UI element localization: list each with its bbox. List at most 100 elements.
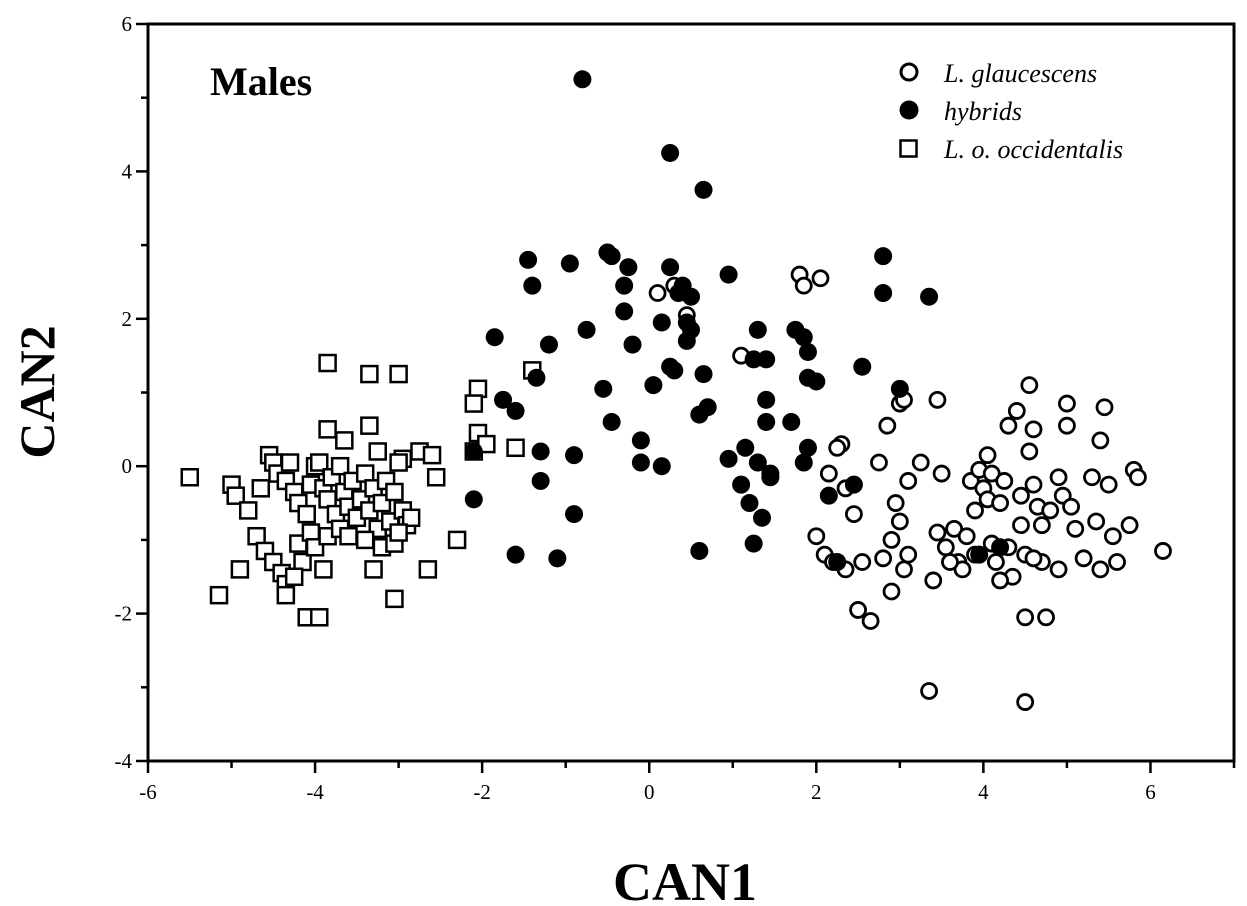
point-glaucescens [874,549,893,568]
point-occidentalis [318,420,337,439]
point-glaucescens [1066,519,1085,538]
point-occidentalis [230,560,250,579]
point-hybrid [844,475,863,494]
point-hybrid [740,494,759,513]
point-hybrid [970,545,989,564]
x-axis-title: CAN1 [613,852,757,906]
point-hybrid [794,453,813,472]
point-glaucescens [828,438,847,457]
point-hybrid [602,412,621,431]
point-glaucescens [807,527,826,546]
point-glaucescens [953,560,972,579]
point-glaucescens [978,446,997,465]
legend-label-hybrids: hybrids [944,97,1022,126]
point-occidentalis [385,589,404,609]
x-tick-label: 0 [644,780,655,804]
point-hybrid [744,350,763,369]
point-hybrid [615,276,634,295]
point-glaucescens [1041,501,1060,520]
point-hybrid [631,431,650,450]
y-tick-label: -4 [115,749,133,773]
point-hybrid [602,247,621,266]
point-occidentalis [314,560,333,579]
point-hybrid [661,143,680,162]
y-axis-title: CAN2 [9,325,65,458]
point-glaucescens [924,571,943,590]
legend-filled-circle-icon [899,100,919,120]
point-glaucescens [882,531,901,549]
point-hybrid [744,534,763,553]
x-tick-label: -4 [306,780,324,804]
x-tick-label: 6 [1145,780,1156,804]
point-hybrid [794,328,813,347]
point-glaucescens [957,527,976,546]
point-occidentalis [284,567,304,586]
point-hybrid [748,320,767,339]
point-glaucescens [1099,475,1118,494]
point-glaucescens [1016,608,1035,627]
point-hybrid [539,335,558,354]
point-glaucescens [882,582,901,601]
point-glaucescens [966,501,984,520]
data-points [180,70,1172,711]
point-occidentalis [385,482,404,502]
point-glaucescens [1049,468,1068,487]
point-hybrid [531,471,550,490]
point-glaucescens [1083,468,1101,487]
x-tick-label: 4 [978,780,989,804]
point-occidentalis [330,456,350,476]
point-glaucescens [1095,398,1114,417]
point-hybrid [615,302,634,321]
point-hybrid [485,328,504,347]
point-hybrid [594,379,613,398]
point-glaucescens [1091,560,1110,579]
point-occidentalis [297,504,316,524]
point-glaucescens [853,553,872,571]
point-glaucescens [932,464,951,483]
point-hybrid [619,258,638,277]
point-hybrid [732,475,751,494]
point-glaucescens [890,512,909,531]
point-glaucescens [941,553,959,571]
point-occidentalis [426,468,446,487]
point-hybrid [560,254,579,273]
point-glaucescens [1074,549,1093,568]
point-glaucescens [811,269,830,288]
point-occidentalis [310,608,329,627]
point-glaucescens [928,523,947,542]
point-hybrid [652,457,671,476]
point-hybrid [527,368,546,387]
point-hybrid [506,401,525,420]
point-glaucescens [1020,376,1039,395]
point-glaucescens [1037,608,1055,627]
point-glaucescens [1024,549,1043,568]
point-glaucescens [936,538,955,557]
point-glaucescens [1108,553,1126,571]
legend-label-glaucescens: L. glaucescens [943,59,1097,88]
point-glaucescens [648,284,667,302]
point-hybrid [719,449,738,468]
point-glaucescens [1016,693,1035,711]
point-occidentalis [506,438,525,458]
point-hybrid [753,508,772,527]
point-hybrid [661,258,680,277]
point-hybrid [644,376,663,395]
point-hybrid [573,70,592,89]
point-hybrid [665,361,684,380]
chart-title: Males [210,59,312,104]
point-hybrid [464,442,483,461]
point-hybrid [682,287,700,306]
point-glaucescens [1120,516,1139,535]
point-hybrid [890,379,909,398]
point-glaucescens [849,601,867,619]
point-hybrid [757,350,776,369]
point-occidentalis [310,453,329,472]
point-glaucescens [1007,402,1026,420]
point-occidentalis [360,364,379,384]
point-hybrid [807,372,826,391]
point-glaucescens [878,416,897,435]
point-glaucescens [1129,468,1147,487]
point-occidentalis [318,353,337,373]
point-hybrid [565,505,584,524]
point-hybrid [464,490,483,509]
